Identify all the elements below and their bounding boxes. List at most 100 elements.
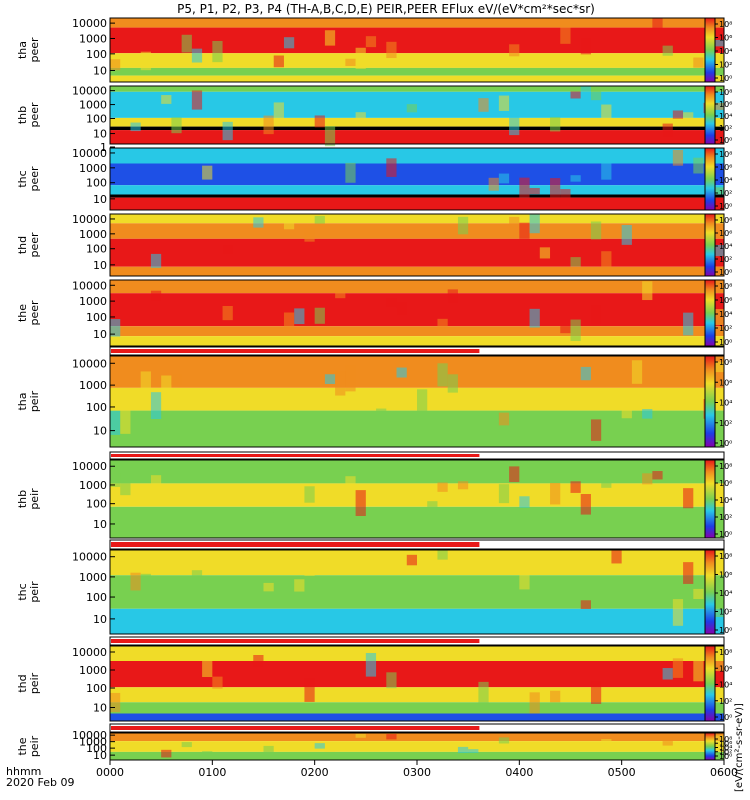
colorbar-tick-label: 10⁸ bbox=[719, 150, 732, 159]
heatmap-cell bbox=[222, 245, 233, 254]
heatmap-cell bbox=[355, 112, 366, 120]
heatmap-cell bbox=[683, 488, 694, 509]
heatmap-cell bbox=[662, 737, 673, 746]
heatmap-cell bbox=[406, 554, 417, 566]
panel-label: thdpeir bbox=[16, 672, 41, 694]
y-tick-label: 10000 bbox=[72, 460, 107, 473]
colorbar-tick-label: 10⁴ bbox=[719, 681, 732, 690]
heatmap-cell bbox=[273, 55, 284, 68]
heatmap-cell bbox=[590, 221, 602, 240]
panel-label: thapeir bbox=[16, 390, 41, 412]
y-tick-label: 10000 bbox=[72, 17, 107, 30]
heatmap-band bbox=[110, 185, 724, 195]
heatmap-cell bbox=[386, 41, 397, 59]
colorbar-tick-label: 10⁴ bbox=[719, 399, 732, 408]
y-tick-label: 10000 bbox=[72, 279, 107, 292]
colorbar-tick-label: 10⁴ bbox=[719, 47, 732, 56]
colorbar-tick-label: 10⁸ bbox=[719, 88, 732, 97]
heatmap-cell bbox=[570, 91, 581, 99]
heatmap-cell bbox=[406, 650, 417, 660]
heatmap-cell bbox=[601, 104, 612, 125]
y-tick-label: 10000 bbox=[72, 357, 107, 370]
heatmap-cell bbox=[212, 676, 223, 689]
status-bar-fill bbox=[111, 639, 480, 643]
colorbar bbox=[704, 645, 716, 722]
heatmap-cell bbox=[202, 751, 213, 760]
heatmap-cell bbox=[437, 550, 448, 560]
panel-frame bbox=[109, 355, 725, 448]
panel-thd-peir: 10000 1000 100 10 thdpeir 10⁸ 10⁶ 10⁴ 10² 10⁰ bbox=[16, 636, 732, 722]
colorbar-tick-label: 10² bbox=[719, 748, 732, 757]
heatmap-cell bbox=[324, 126, 336, 147]
colorbar-tick-label: 10⁶ bbox=[719, 163, 732, 172]
heatmap-cell bbox=[222, 121, 233, 141]
panel-frame bbox=[109, 279, 725, 347]
heatmap-cell bbox=[150, 475, 162, 494]
heatmap-band bbox=[110, 280, 724, 294]
y-tick-label: 10000 bbox=[72, 551, 107, 564]
heatmap-cell bbox=[621, 647, 632, 659]
heatmap-cell bbox=[550, 116, 561, 132]
heatmap-cell bbox=[642, 409, 653, 419]
heatmap-cell bbox=[601, 251, 612, 271]
colorbar-tick-label: 10⁶ bbox=[719, 378, 732, 387]
colorbar-tick-label: 10⁰ bbox=[719, 439, 732, 448]
y-tick-label: 100 bbox=[86, 498, 107, 511]
heatmap-band bbox=[110, 53, 724, 68]
y-tick-label: 10 bbox=[93, 193, 107, 206]
heatmap-cell bbox=[601, 162, 612, 180]
y-tick-label: 1000 bbox=[79, 99, 107, 112]
heatmap-cell bbox=[437, 318, 448, 330]
colorbar-tick-label: 10⁶ bbox=[719, 229, 732, 238]
heatmap-cell bbox=[263, 115, 274, 135]
heatmap-cell bbox=[355, 47, 366, 69]
heatmap-cell bbox=[457, 481, 469, 490]
heatmap-cell bbox=[580, 366, 591, 381]
heatmap-cell bbox=[457, 216, 469, 235]
heatmap-cell bbox=[498, 484, 510, 504]
heatmap-cell bbox=[335, 371, 346, 396]
heatmap-cell bbox=[386, 298, 397, 308]
heatmap-cell bbox=[427, 501, 438, 517]
time-tick-label: 0100 bbox=[198, 766, 226, 779]
heatmap-band bbox=[110, 194, 724, 198]
heatmap-cell bbox=[130, 572, 141, 591]
colorbar-tick-label: 10⁴ bbox=[719, 112, 732, 121]
heatmap-cell bbox=[202, 660, 213, 678]
panel-label: thcpeir bbox=[16, 581, 41, 603]
heatmap-cell bbox=[120, 473, 131, 496]
heatmap-cell bbox=[140, 51, 151, 71]
heatmap-cell bbox=[560, 189, 571, 207]
y-tick-label: 10 bbox=[93, 425, 107, 438]
y-tick-label: 10000 bbox=[72, 147, 107, 160]
heatmap-cell bbox=[519, 177, 530, 198]
heatmap-band bbox=[110, 741, 724, 752]
colorbar bbox=[704, 355, 716, 448]
colorbar-tick-label: 10⁸ bbox=[719, 648, 732, 657]
heatmap-cell bbox=[437, 482, 448, 492]
colorbar-tick-label: 10⁶ bbox=[719, 296, 732, 305]
heatmap-cell bbox=[110, 59, 121, 71]
panel-label: thapeer bbox=[16, 37, 41, 63]
heatmap-cell bbox=[345, 364, 356, 392]
y-tick-label: 1000 bbox=[79, 295, 107, 308]
colorbar bbox=[704, 732, 716, 761]
heatmap-cell bbox=[365, 36, 377, 48]
heatmap-cell bbox=[447, 374, 458, 393]
heatmap-cell bbox=[253, 217, 264, 228]
heatmap-cell bbox=[253, 655, 264, 667]
y-tick-label: 1 bbox=[100, 141, 107, 154]
y-tick-label: 10 bbox=[93, 328, 107, 341]
heatmap-cell bbox=[324, 30, 336, 46]
heatmap-cell bbox=[406, 104, 417, 113]
colorbar-tick-label: 10⁶ bbox=[719, 571, 732, 580]
heatmap-cell bbox=[570, 175, 581, 182]
heatmap-cell bbox=[304, 486, 315, 503]
heatmap-cell bbox=[580, 494, 591, 515]
time-tick-label: 0300 bbox=[403, 766, 431, 779]
heatmap-cell bbox=[652, 95, 663, 113]
colorbar-tick-label: 10⁸ bbox=[719, 216, 732, 225]
y-tick-label: 100 bbox=[86, 112, 107, 125]
